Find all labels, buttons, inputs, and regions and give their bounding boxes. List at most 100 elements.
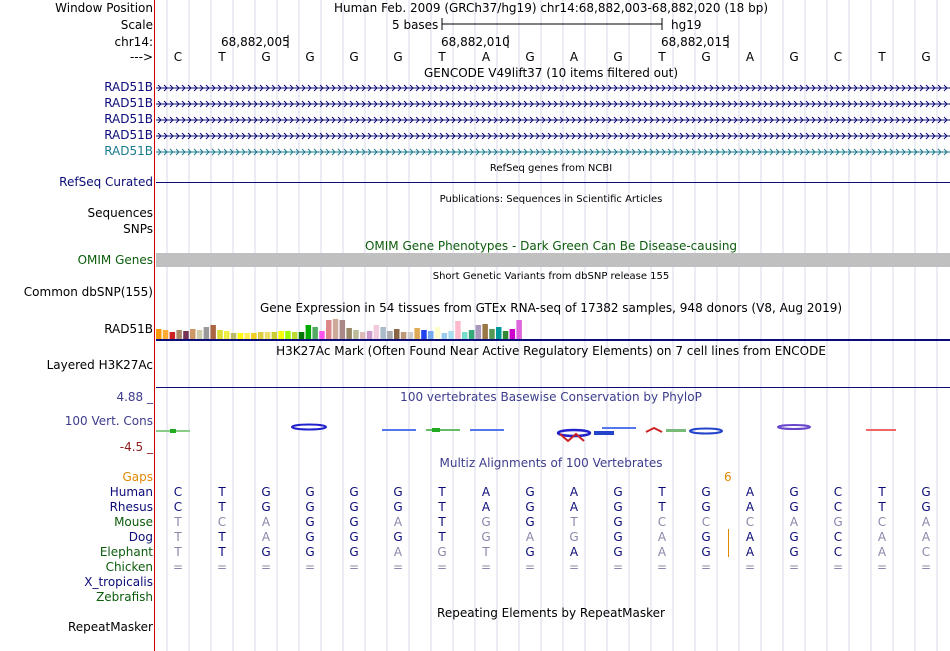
alignment-base: A <box>921 530 931 544</box>
alignment-base: A <box>657 545 667 559</box>
alignment-base: G <box>613 500 623 514</box>
gencode-transcript-label[interactable]: RAD51B <box>104 96 153 110</box>
publications-title[interactable]: Publications: Sequences in Scientific Ar… <box>439 194 663 205</box>
refseq-title[interactable]: RefSeq genes from NCBI <box>489 163 613 174</box>
species-label[interactable]: Elephant <box>99 545 153 559</box>
alignment-base: A <box>745 530 755 544</box>
species-label[interactable]: Rhesus <box>109 500 153 514</box>
alignment-base: C <box>833 485 843 499</box>
alignment-base: C <box>657 515 667 529</box>
alignment-base: T <box>218 500 226 514</box>
gtex-expression-bars[interactable] <box>156 317 556 339</box>
publications-sequences-label[interactable]: Sequences <box>87 206 153 220</box>
refseq-label[interactable]: RefSeq Curated <box>59 175 153 189</box>
gtex-tissue-bar <box>496 327 502 339</box>
gtex-tissue-bar <box>462 332 468 339</box>
gtex-tissue-bar <box>237 333 244 339</box>
phylop-logo[interactable] <box>156 420 950 442</box>
gtex-tissue-bar <box>421 330 427 339</box>
alignment-base: G <box>305 515 315 529</box>
gtex-tissue-bar <box>394 329 400 339</box>
gtex-tissue-bar <box>271 332 278 339</box>
dbsnp-label[interactable]: Common dbSNP(155) <box>23 285 153 299</box>
gencode-transcript-label[interactable]: RAD51B <box>104 80 153 94</box>
h3k27ac-baseline <box>156 387 950 388</box>
gencode-transcript-label[interactable]: RAD51B <box>104 144 153 158</box>
gtex-tissue-bar <box>339 320 346 339</box>
gtex-tissue-bar <box>210 325 216 339</box>
alignment-base: G <box>305 545 315 559</box>
h3k27ac-label[interactable]: Layered H3K27Ac <box>46 358 153 372</box>
gtex-tissue-bar <box>278 331 284 339</box>
refseq-gene-line[interactable] <box>156 182 950 183</box>
scale-label: Scale <box>120 18 153 32</box>
gtex-tissue-bar <box>305 325 312 339</box>
base-letter: C <box>173 50 183 64</box>
alignment-base: A <box>481 500 491 514</box>
multiz-title[interactable]: Multiz Alignments of 100 Vertebrates <box>439 456 663 470</box>
gtex-label[interactable]: RAD51B <box>104 322 153 336</box>
species-label[interactable]: Mouse <box>114 515 153 529</box>
alignment-base: G <box>613 485 623 499</box>
alignment-base: G <box>437 545 447 559</box>
species-label[interactable]: Human <box>109 485 153 499</box>
alignment-base: G <box>569 530 579 544</box>
h3k27ac-title[interactable]: H3K27Ac Mark (Often Found Near Active Re… <box>276 344 826 358</box>
base-letter: G <box>789 50 799 64</box>
gaps-label[interactable]: Gaps <box>122 470 153 484</box>
omim-title[interactable]: OMIM Gene Phenotypes - Dark Green Can Be… <box>364 239 738 253</box>
alignment-base: A <box>569 485 579 499</box>
gencode-transcript[interactable] <box>156 132 950 140</box>
species-label[interactable]: X_tropicalis <box>84 575 153 589</box>
repeatmasker-label[interactable]: RepeatMasker <box>67 620 153 634</box>
repeatmasker-title[interactable]: Repeating Elements by RepeatMasker <box>437 606 665 620</box>
base-letter: G <box>921 50 931 64</box>
alignment-base: G <box>789 500 799 514</box>
alignment-base: G <box>525 485 535 499</box>
alignment-base: G <box>525 500 535 514</box>
alignment-base: G <box>613 545 623 559</box>
alignment-base: G <box>789 530 799 544</box>
phylop-title[interactable]: 100 vertebrates Basewise Conservation by… <box>400 390 702 404</box>
alignment-base: G <box>525 515 535 529</box>
gencode-transcript[interactable] <box>156 100 950 108</box>
gtex-tissue-bar <box>285 331 291 339</box>
alignment-base: G <box>789 545 799 559</box>
alignment-base: G <box>349 485 359 499</box>
gencode-transcript-label[interactable]: RAD51B <box>104 128 153 142</box>
alignment-base: C <box>173 500 183 514</box>
omim-gene-bar[interactable] <box>156 253 950 267</box>
species-sequence: = = = = = = = = = = = = = = = = = = <box>0 560 950 575</box>
gtex-tissue-bar <box>264 332 271 339</box>
omim-label[interactable]: OMIM Genes <box>77 253 153 267</box>
gencode-transcript[interactable] <box>156 148 950 156</box>
dbsnp-title[interactable]: Short Genetic Variants from dbSNP releas… <box>432 271 670 282</box>
base-letter: G <box>261 50 271 64</box>
alignment-base: A <box>261 515 271 529</box>
gencode-transcript[interactable] <box>156 116 950 124</box>
alignment-base: G <box>701 500 711 514</box>
alignment-base: G <box>349 530 359 544</box>
alignment-base: G <box>349 500 359 514</box>
species-label[interactable]: Dog <box>128 530 153 544</box>
phylop-label[interactable]: 100 Vert. Cons <box>64 414 153 428</box>
alignment-base: G <box>305 485 315 499</box>
publications-snps-label[interactable]: SNPs <box>123 222 153 236</box>
alignment-base: G <box>613 515 623 529</box>
alignment-base: T <box>218 530 226 544</box>
gtex-title[interactable]: Gene Expression in 54 tissues from GTEx … <box>259 301 843 315</box>
gencode-title[interactable]: GENCODE V49lift37 (10 items filtered out… <box>423 66 679 80</box>
alignment-base: = <box>876 560 888 574</box>
alignment-base: = <box>216 560 228 574</box>
gencode-transcript-label[interactable]: RAD51B <box>104 112 153 126</box>
alignment-base: T <box>218 545 226 559</box>
gencode-transcript[interactable] <box>156 84 950 92</box>
base-letter: A <box>745 50 755 64</box>
coord-2: 68,882,010 <box>441 35 510 49</box>
species-label[interactable]: Chicken <box>105 560 153 574</box>
alignment-base: C <box>921 545 931 559</box>
species-label[interactable]: Zebrafish <box>96 590 153 604</box>
gtex-tissue-bar <box>482 324 488 339</box>
base-letter: G <box>613 50 623 64</box>
gtex-tissue-bar <box>224 331 230 339</box>
